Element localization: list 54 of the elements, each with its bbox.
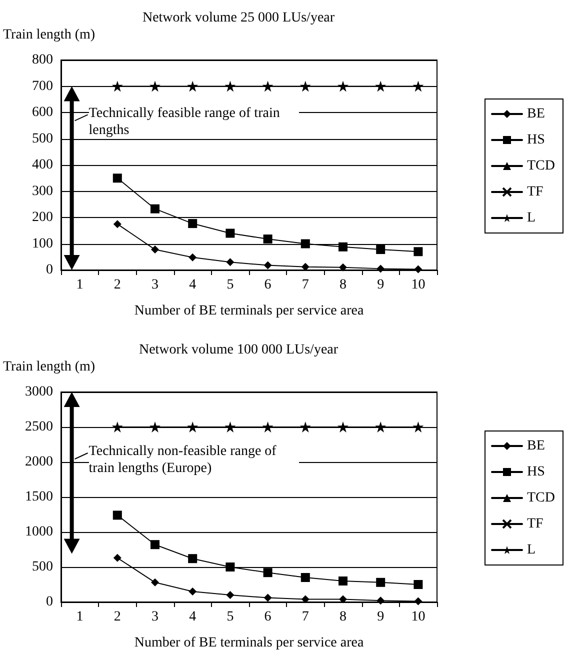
x-tick-label: 9 <box>377 278 384 292</box>
legend-label: TCD <box>527 158 555 174</box>
y-tick-label: 0 <box>46 594 53 610</box>
y-tick-label: 3000 <box>25 384 53 400</box>
y-axis-title: Train length (m) <box>3 28 96 42</box>
x-tick-label: 6 <box>264 278 272 292</box>
x-tick-label: 1 <box>76 610 84 624</box>
x-tick-label: 4 <box>189 278 196 292</box>
legend-label: HS <box>527 464 545 480</box>
x-tick-label: 5 <box>226 278 234 292</box>
y-axis-title: Train length (m) <box>3 360 96 374</box>
legend-label: TCD <box>527 490 555 506</box>
x-tick-label: 7 <box>302 610 309 624</box>
y-tick-label: 2500 <box>25 420 53 434</box>
x-tick-label: 2 <box>114 610 121 624</box>
y-tick-label: 400 <box>32 158 53 172</box>
x-tick-label: 8 <box>340 278 346 292</box>
y-tick-label: 300 <box>32 184 53 199</box>
x-tick-label: 2 <box>114 278 121 292</box>
y-tick-label: 0 <box>46 262 53 278</box>
y-tick-label: 200 <box>32 210 53 225</box>
x-axis-title: Number of BE terminals per service area <box>134 304 364 318</box>
y-tick-label: 2000 <box>25 454 53 470</box>
y-tick-label: 800 <box>32 52 53 68</box>
x-tick-label: 3 <box>152 610 158 624</box>
y-tick-label: 500 <box>32 131 53 146</box>
x-tick-label: 3 <box>152 278 158 292</box>
x-tick-label: 5 <box>226 610 234 624</box>
x-tick-label: 6 <box>264 610 272 624</box>
x-tick-label: 7 <box>302 278 309 292</box>
y-tick-label: 700 <box>32 78 53 94</box>
x-tick-label: 9 <box>377 610 384 624</box>
annotation: Technically non-feasible range of train lengths (Europe) <box>88 443 299 477</box>
y-tick-label: 500 <box>32 560 53 574</box>
y-tick-label: 100 <box>32 236 53 252</box>
x-tick-label: 10 <box>411 610 426 624</box>
chart-title: Network volume 100 000 LUs/year <box>138 342 338 358</box>
x-axis-title: Number of BE terminals per service area <box>134 636 364 650</box>
x-tick-label: 1 <box>76 278 84 292</box>
annotation: Technically feasible range of train lengths <box>88 104 299 139</box>
legend-label: HS <box>527 132 545 148</box>
x-tick-label: 4 <box>189 610 196 624</box>
legend-label: TF <box>527 516 544 532</box>
legend-label: BE <box>527 438 545 454</box>
chart-title: Network volume 25 000 LUs/year <box>142 10 335 26</box>
y-tick-label: 1000 <box>25 524 53 540</box>
legend-label: BE <box>527 106 545 122</box>
legend-label: TF <box>527 184 544 200</box>
y-tick-label: 1500 <box>25 490 53 504</box>
legend-label: L <box>527 210 536 226</box>
y-tick-label: 600 <box>32 105 53 120</box>
legend-label: L <box>527 542 536 558</box>
x-tick-label: 10 <box>411 278 426 292</box>
x-tick-label: 8 <box>340 610 346 624</box>
